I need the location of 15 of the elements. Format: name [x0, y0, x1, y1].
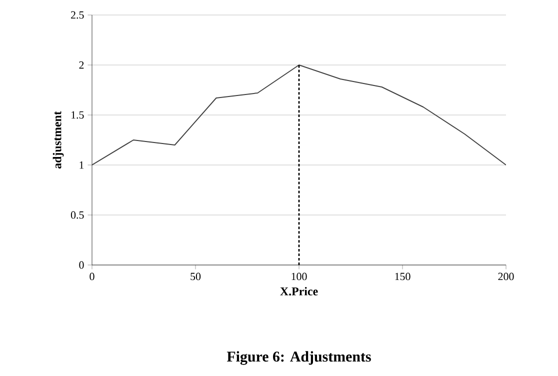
y-tick-label: 2 — [79, 61, 84, 69]
x-tick-label: 200 — [498, 272, 514, 280]
x-tick-label: 50 — [190, 272, 201, 280]
line-series — [92, 64, 506, 166]
x-tick-label: 150 — [395, 272, 410, 280]
x-tick-label: 0 — [90, 272, 94, 280]
y-tick-label: 1 — [80, 161, 84, 169]
x-axis-title: X.Price — [280, 287, 318, 296]
y-tick-label: 0.5 — [70, 211, 84, 219]
y-tick-label: 2.5 — [71, 11, 84, 19]
y-axis-title: adjustment — [52, 111, 64, 168]
y-tick-label: 1.5 — [72, 111, 84, 119]
y-tick-label: 0 — [79, 261, 84, 269]
text: Figure 6: Adjustments — [226, 351, 371, 365]
x-tick-label: 100 — [292, 272, 307, 280]
